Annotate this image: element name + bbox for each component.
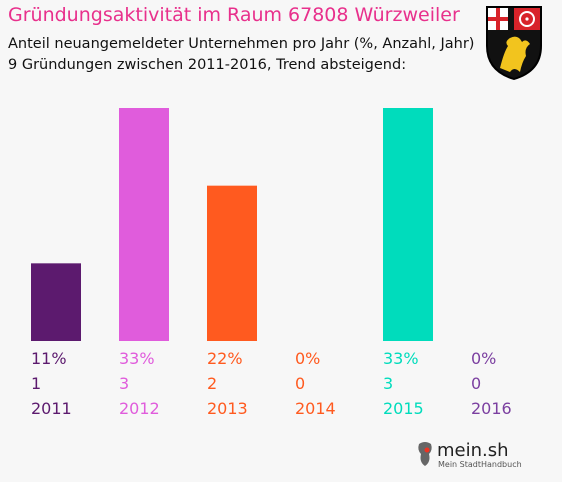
count-label-2015: 3 xyxy=(383,374,393,393)
count-label-2012: 3 xyxy=(119,374,129,393)
chart-subtitle-2: 9 Gründungen zwischen 2011-2016, Trend a… xyxy=(8,57,407,73)
chart-subtitle-1: Anteil neuangemeldeter Unternehmen pro J… xyxy=(8,36,475,52)
count-label-2016: 0 xyxy=(471,374,481,393)
year-label-2015: 2015 xyxy=(383,399,424,418)
bar-2011 xyxy=(31,263,81,341)
year-label-2013: 2013 xyxy=(207,399,248,418)
bar-2015 xyxy=(383,108,433,341)
pct-label-2015: 33% xyxy=(383,349,419,368)
pct-label-2016: 0% xyxy=(471,349,496,368)
logo-tagline: Mein StadtHandbuch xyxy=(438,460,522,469)
chart-title: Gründungsaktivität im Raum 67808 Würzwei… xyxy=(8,4,460,26)
count-label-2011: 1 xyxy=(31,374,41,393)
mein-sh-logo xyxy=(418,442,432,466)
count-label-2014: 0 xyxy=(295,374,305,393)
pct-label-2011: 11% xyxy=(31,349,67,368)
pct-label-2014: 0% xyxy=(295,349,320,368)
year-label-2011: 2011 xyxy=(31,399,72,418)
bar-2013 xyxy=(207,185,257,341)
pct-label-2013: 22% xyxy=(207,349,243,368)
logo-name: mein.sh xyxy=(437,440,509,461)
pct-label-2012: 33% xyxy=(119,349,155,368)
coat-of-arms-icon xyxy=(486,6,542,80)
year-label-2012: 2012 xyxy=(119,399,160,418)
year-label-2014: 2014 xyxy=(295,399,336,418)
bar-2012 xyxy=(119,108,169,341)
year-label-2016: 2016 xyxy=(471,399,512,418)
count-label-2013: 2 xyxy=(207,374,217,393)
